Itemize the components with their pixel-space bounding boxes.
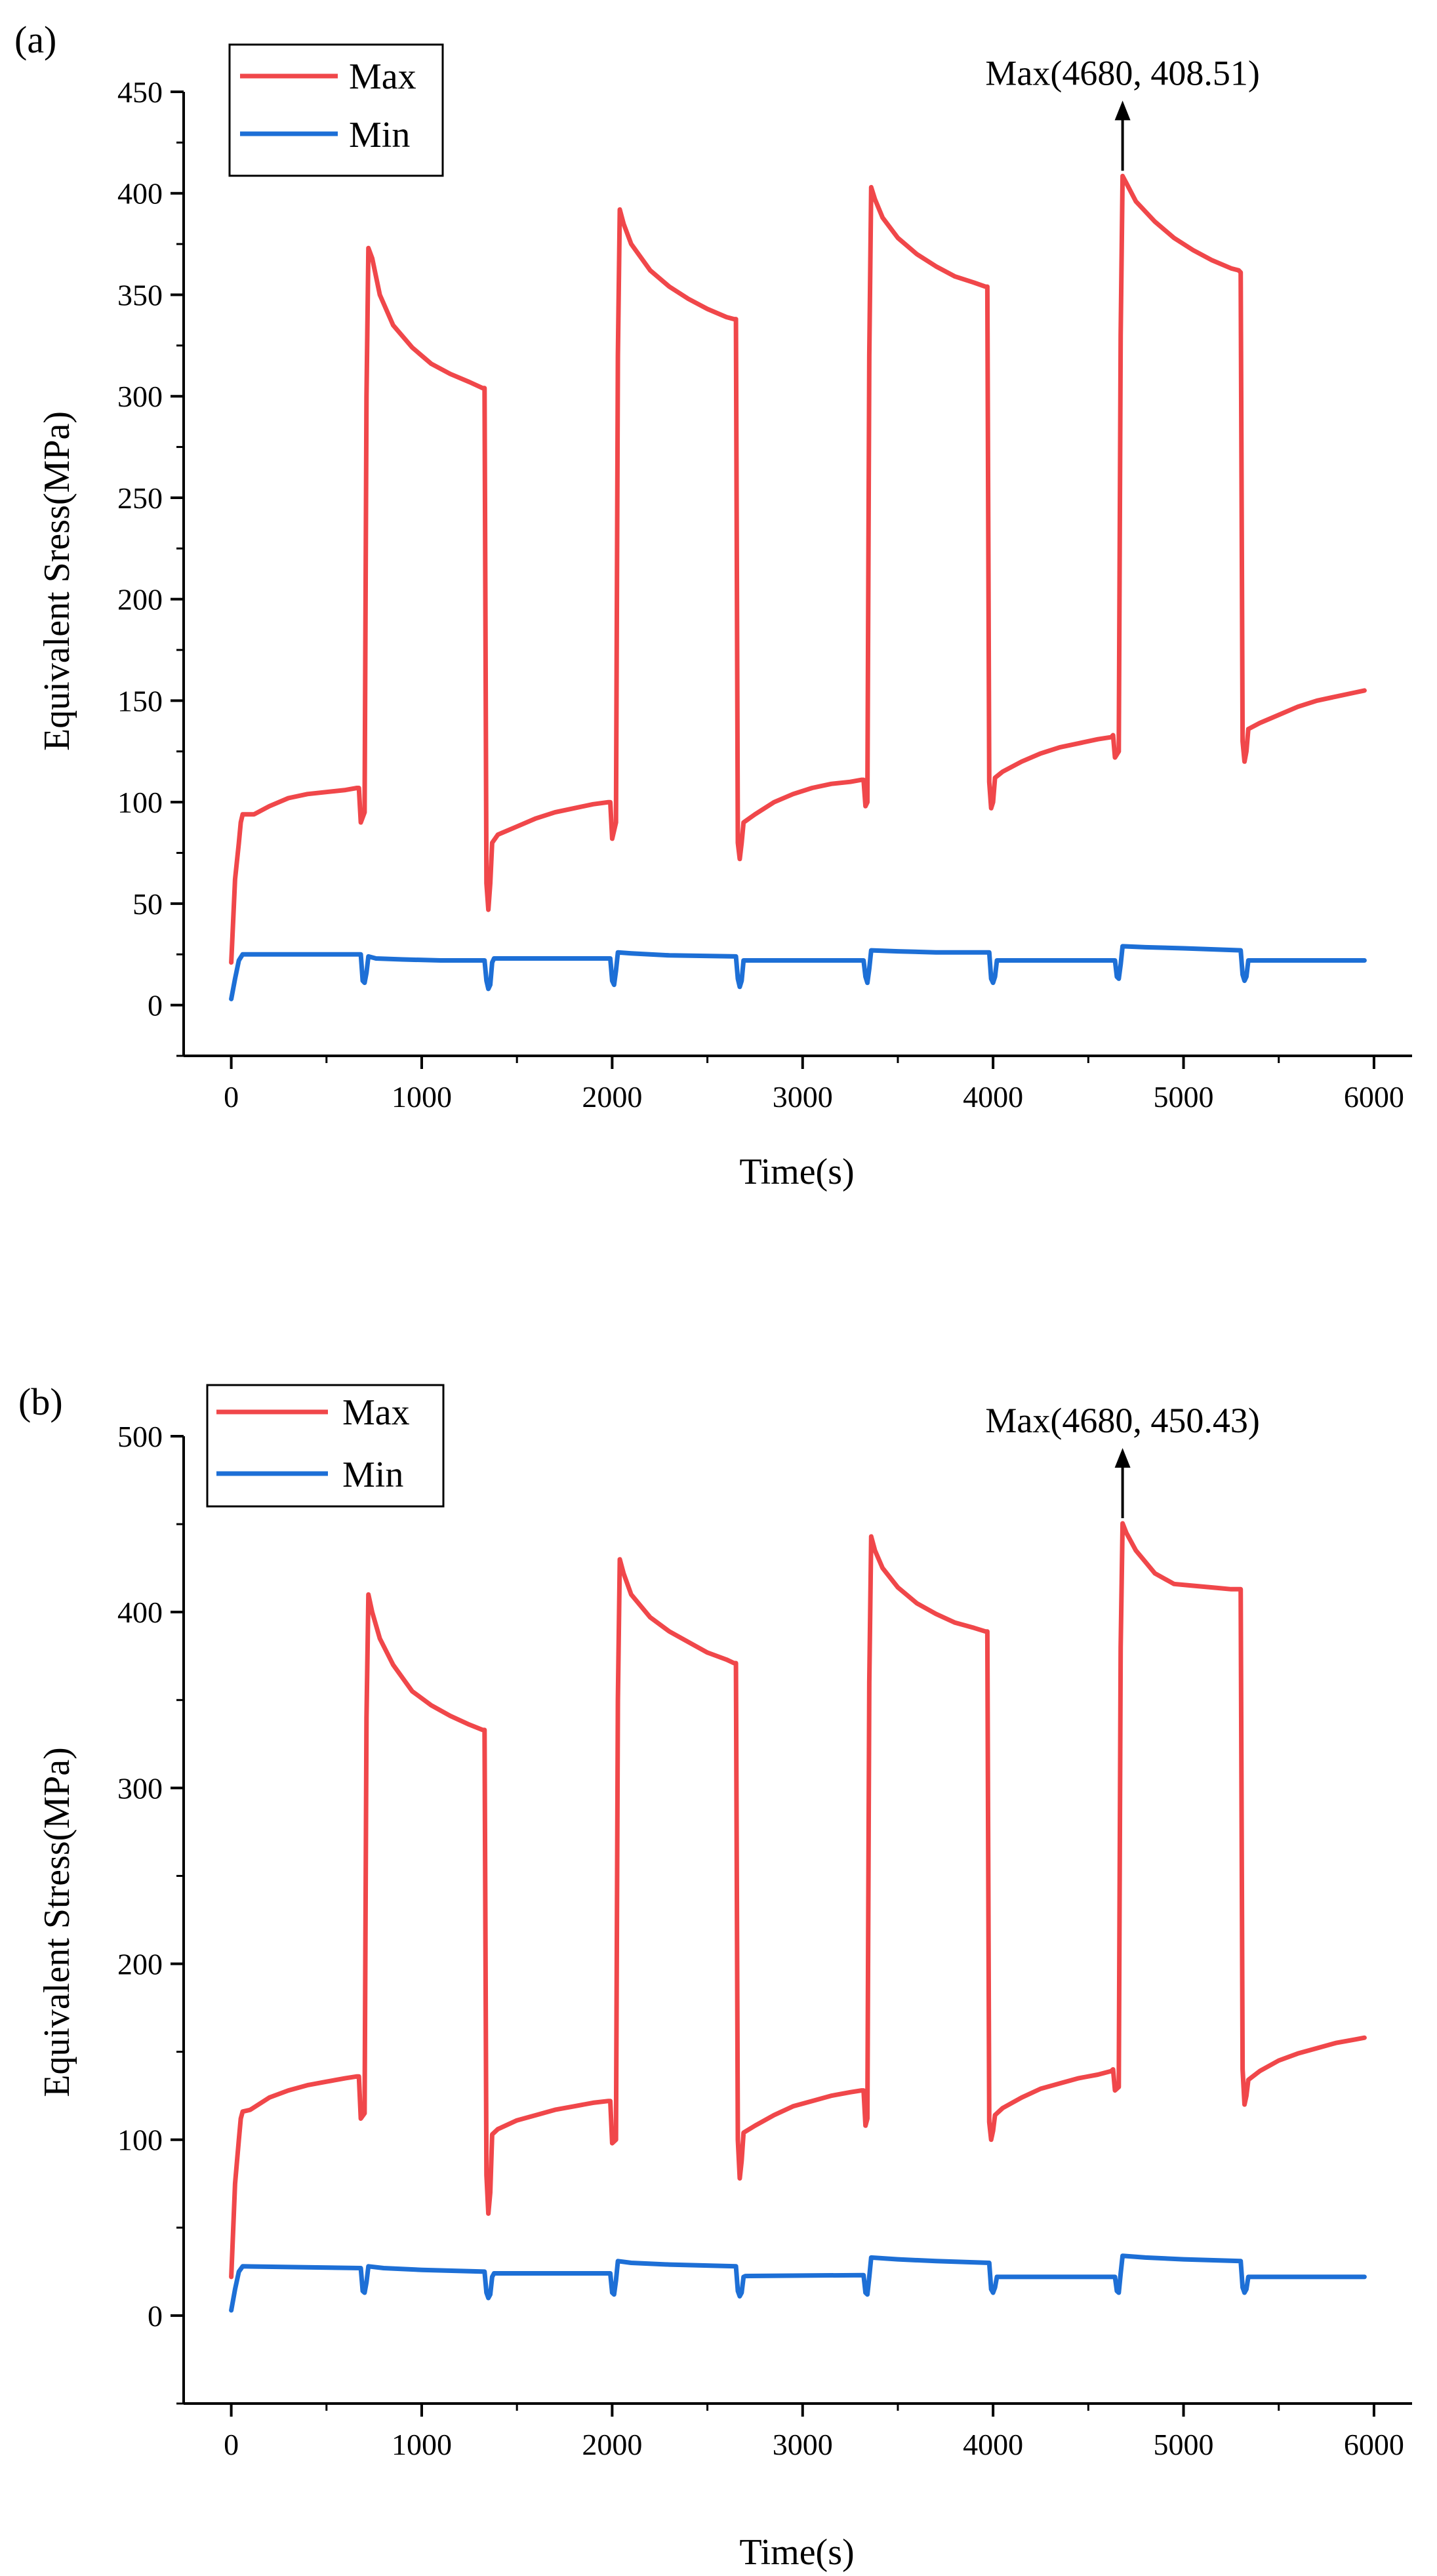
x-axis-label: Time(s) bbox=[739, 2532, 854, 2573]
legend-box bbox=[228, 43, 444, 177]
series-line-max bbox=[229, 173, 1367, 965]
y-axis-label: Equivalent Stress(MPa) bbox=[37, 1747, 77, 2097]
y-tick-label: 500 bbox=[117, 1420, 163, 1453]
annotation-label: Max(4680, 408.51) bbox=[985, 53, 1259, 92]
y-tick-label: 0 bbox=[148, 989, 163, 1022]
x-tick-label: 2000 bbox=[582, 1080, 642, 1114]
y-tick-label: 400 bbox=[117, 1596, 163, 1629]
annotation-arrowhead bbox=[1114, 100, 1131, 121]
y-tick-label: 100 bbox=[117, 2123, 163, 2157]
chart-panel-b: (b) Time(s) Equivalent Stress(MPa) 0 1000… bbox=[18, 1380, 1412, 2573]
legend-label-max: Max bbox=[349, 56, 416, 97]
x-tick-label: 2000 bbox=[582, 2428, 642, 2461]
y-axis-label: Equivalent Sress(MPa) bbox=[37, 411, 77, 751]
panel-label: (b) bbox=[18, 1380, 63, 1423]
y-tick-label: 150 bbox=[117, 684, 163, 717]
y-tick-label: 450 bbox=[117, 75, 163, 109]
y-tick-label: 250 bbox=[117, 481, 163, 515]
x-tick-label: 4000 bbox=[963, 1080, 1023, 1114]
legend-label-max: Max bbox=[342, 1392, 410, 1433]
annotation-layer: Max(4680, 408.51) bbox=[985, 53, 1260, 171]
y-tick-label: 350 bbox=[117, 278, 163, 312]
x-tick-label: 0 bbox=[224, 2428, 239, 2461]
legend-box bbox=[206, 1384, 445, 1508]
legend-label-min: Min bbox=[342, 1455, 403, 1495]
annotation-layer: Max(4680, 450.43) bbox=[985, 1401, 1260, 1518]
y-tick-label: 200 bbox=[117, 583, 163, 616]
x-tick-label: 0 bbox=[224, 1080, 239, 1114]
y-tick-label: 400 bbox=[117, 177, 163, 211]
x-axis-label: Time(s) bbox=[739, 1152, 854, 1192]
y-tick-label: 300 bbox=[117, 1771, 163, 1805]
y-tick-label: 200 bbox=[117, 1948, 163, 1981]
y-tick-label: 100 bbox=[117, 786, 163, 819]
y-tick-label: 0 bbox=[148, 2299, 163, 2333]
y-tick-label: 50 bbox=[132, 887, 163, 921]
annotation-arrowhead bbox=[1114, 1447, 1131, 1468]
chart-panel-a: (a) Time(s) Equivalent Sress(MPa) 0 1000 2… bbox=[14, 18, 1412, 1192]
y-tick-label: 300 bbox=[117, 380, 163, 413]
x-tick-label: 3000 bbox=[773, 2428, 833, 2461]
legend-label-min: Min bbox=[349, 115, 410, 155]
legend: Max Min bbox=[228, 43, 444, 177]
x-tick-label: 6000 bbox=[1344, 1080, 1404, 1114]
x-tick-label: 1000 bbox=[392, 2428, 452, 2461]
series-line-max bbox=[229, 1521, 1367, 2280]
x-tick-label: 3000 bbox=[773, 1080, 833, 1114]
series-line-min bbox=[229, 944, 1367, 1001]
x-tick-label: 6000 bbox=[1344, 2428, 1404, 2461]
panel-label: (a) bbox=[14, 18, 56, 61]
x-tick-label: 4000 bbox=[963, 2428, 1023, 2461]
axes: 0 1000 2000 3000 4000 5000 6000 0 100 200 300 400 50… bbox=[117, 1420, 1412, 2461]
annotation-label: Max(4680, 450.43) bbox=[985, 1401, 1259, 1440]
series-line-min bbox=[229, 2253, 1367, 2313]
x-tick-label: 1000 bbox=[392, 1080, 452, 1114]
x-tick-label: 5000 bbox=[1154, 2428, 1214, 2461]
axes: 0 1000 2000 3000 4000 5000 6000 0 50 100 150 200 250… bbox=[117, 75, 1412, 1114]
x-tick-label: 5000 bbox=[1154, 1080, 1214, 1114]
legend: Max Min bbox=[206, 1384, 445, 1508]
series-layer bbox=[229, 1521, 1367, 2313]
series-layer bbox=[229, 173, 1367, 1001]
